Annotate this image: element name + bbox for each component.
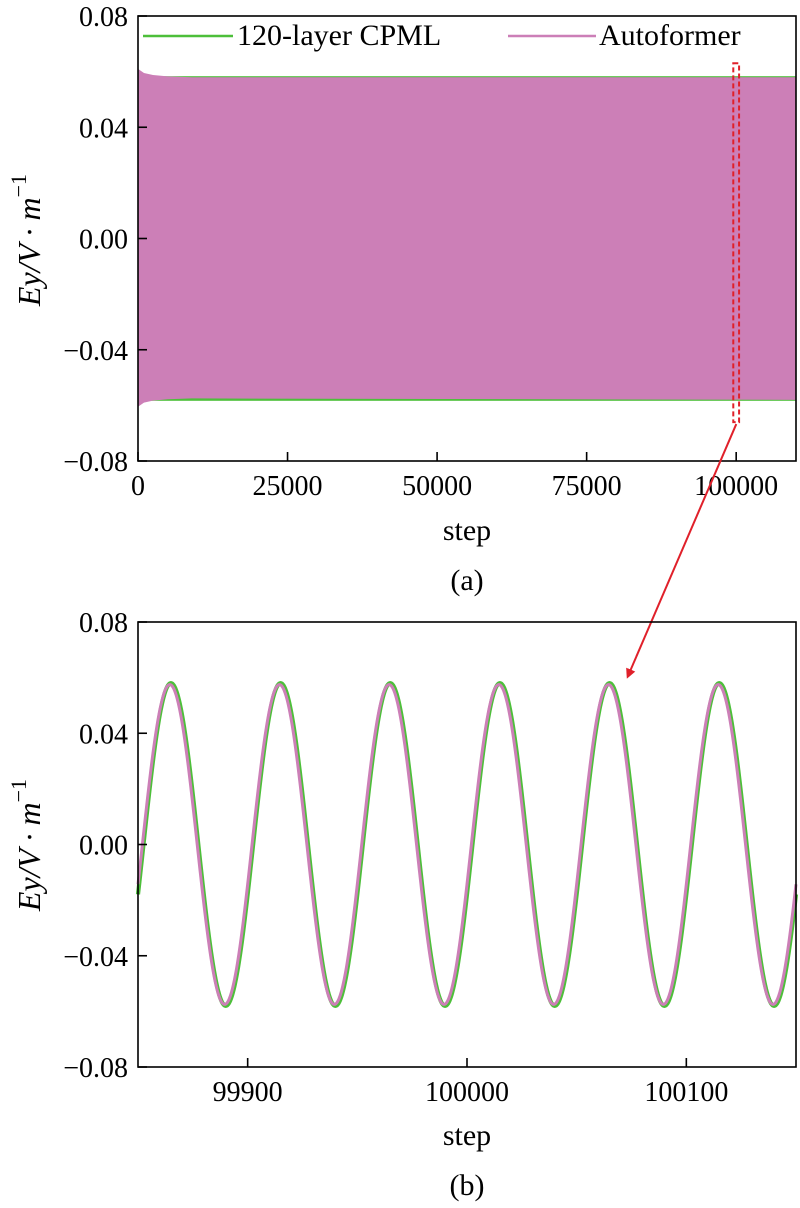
a-x-tick-label: 75000: [552, 471, 622, 502]
series-cpml-line: [135, 681, 799, 1008]
panel-a-x-axis-label: step: [443, 514, 491, 547]
legend: 120-layer CPML Autoformer: [143, 19, 741, 52]
panel-a-y-ticks: −0.08 −0.04 0.00 0.04 0.08: [63, 2, 147, 478]
panel-a-y-axis-label-main: Ey/V · m: [11, 197, 47, 307]
panel-a: 0 25000 50000 75000 100000 −0.08 −0.04 0.00 0.0…: [6, 2, 797, 597]
zoom-arrow: [626, 423, 738, 679]
a-y-tick-label: 0.00: [79, 225, 128, 256]
panel-a-x-ticks: 0 25000 50000 75000 100000: [131, 452, 778, 502]
a-x-tick-label: 25000: [253, 471, 323, 502]
panel-a-y-axis-label: Ey/V · m−1: [6, 174, 47, 307]
panel-b-series: [135, 681, 799, 1008]
b-y-tick-label: 0.00: [79, 831, 128, 862]
panel-b-label: (b): [450, 1169, 485, 1202]
panel-a-y-axis-label-superscript: −1: [6, 174, 31, 197]
panel-b-y-axis-label: Ey/V · m−1: [6, 779, 47, 912]
legend-label-autoformer: Autoformer: [599, 19, 741, 52]
panel-b-y-axis-label-main: Ey/V · m: [11, 802, 47, 912]
a-y-tick-label: 0.08: [79, 2, 128, 33]
a-y-tick-label: −0.04: [63, 336, 128, 367]
b-y-tick-label: −0.04: [63, 942, 128, 973]
panel-a-data-envelope: [138, 68, 796, 407]
a-x-tick-label: 100000: [694, 471, 778, 502]
a-y-tick-label: −0.08: [63, 447, 128, 478]
series-autoformer-line: [136, 683, 798, 1006]
a-x-tick-label: 0: [131, 471, 145, 502]
panel-b-y-axis-label-superscript: −1: [6, 779, 31, 802]
b-x-tick-label: 100100: [644, 1077, 728, 1108]
panel-b-y-ticks: −0.08 −0.04 0.00 0.04 0.08: [63, 608, 147, 1084]
series-autoformer-envelope: [138, 68, 796, 407]
panel-a-label: (a): [450, 564, 483, 597]
panel-b-x-axis-label: step: [443, 1119, 491, 1152]
panel-b-x-ticks: 99900 100000 100100: [213, 1058, 728, 1108]
b-x-tick-label: 100000: [425, 1077, 509, 1108]
panel-b-plot-frame: [137, 621, 797, 1068]
legend-label-cpml: 120-layer CPML: [237, 19, 441, 52]
b-y-tick-label: 0.04: [79, 719, 128, 750]
b-x-tick-label: 99900: [213, 1077, 283, 1108]
a-x-tick-label: 50000: [402, 471, 472, 502]
b-y-tick-label: −0.08: [63, 1053, 128, 1084]
panel-a-zoom-highlight-box: [732, 62, 741, 424]
a-y-tick-label: 0.04: [79, 113, 128, 144]
b-y-tick-label: 0.08: [79, 608, 128, 639]
panel-b: 99900 100000 100100 −0.08 −0.04 0.00 0.04 0.08…: [6, 608, 799, 1202]
